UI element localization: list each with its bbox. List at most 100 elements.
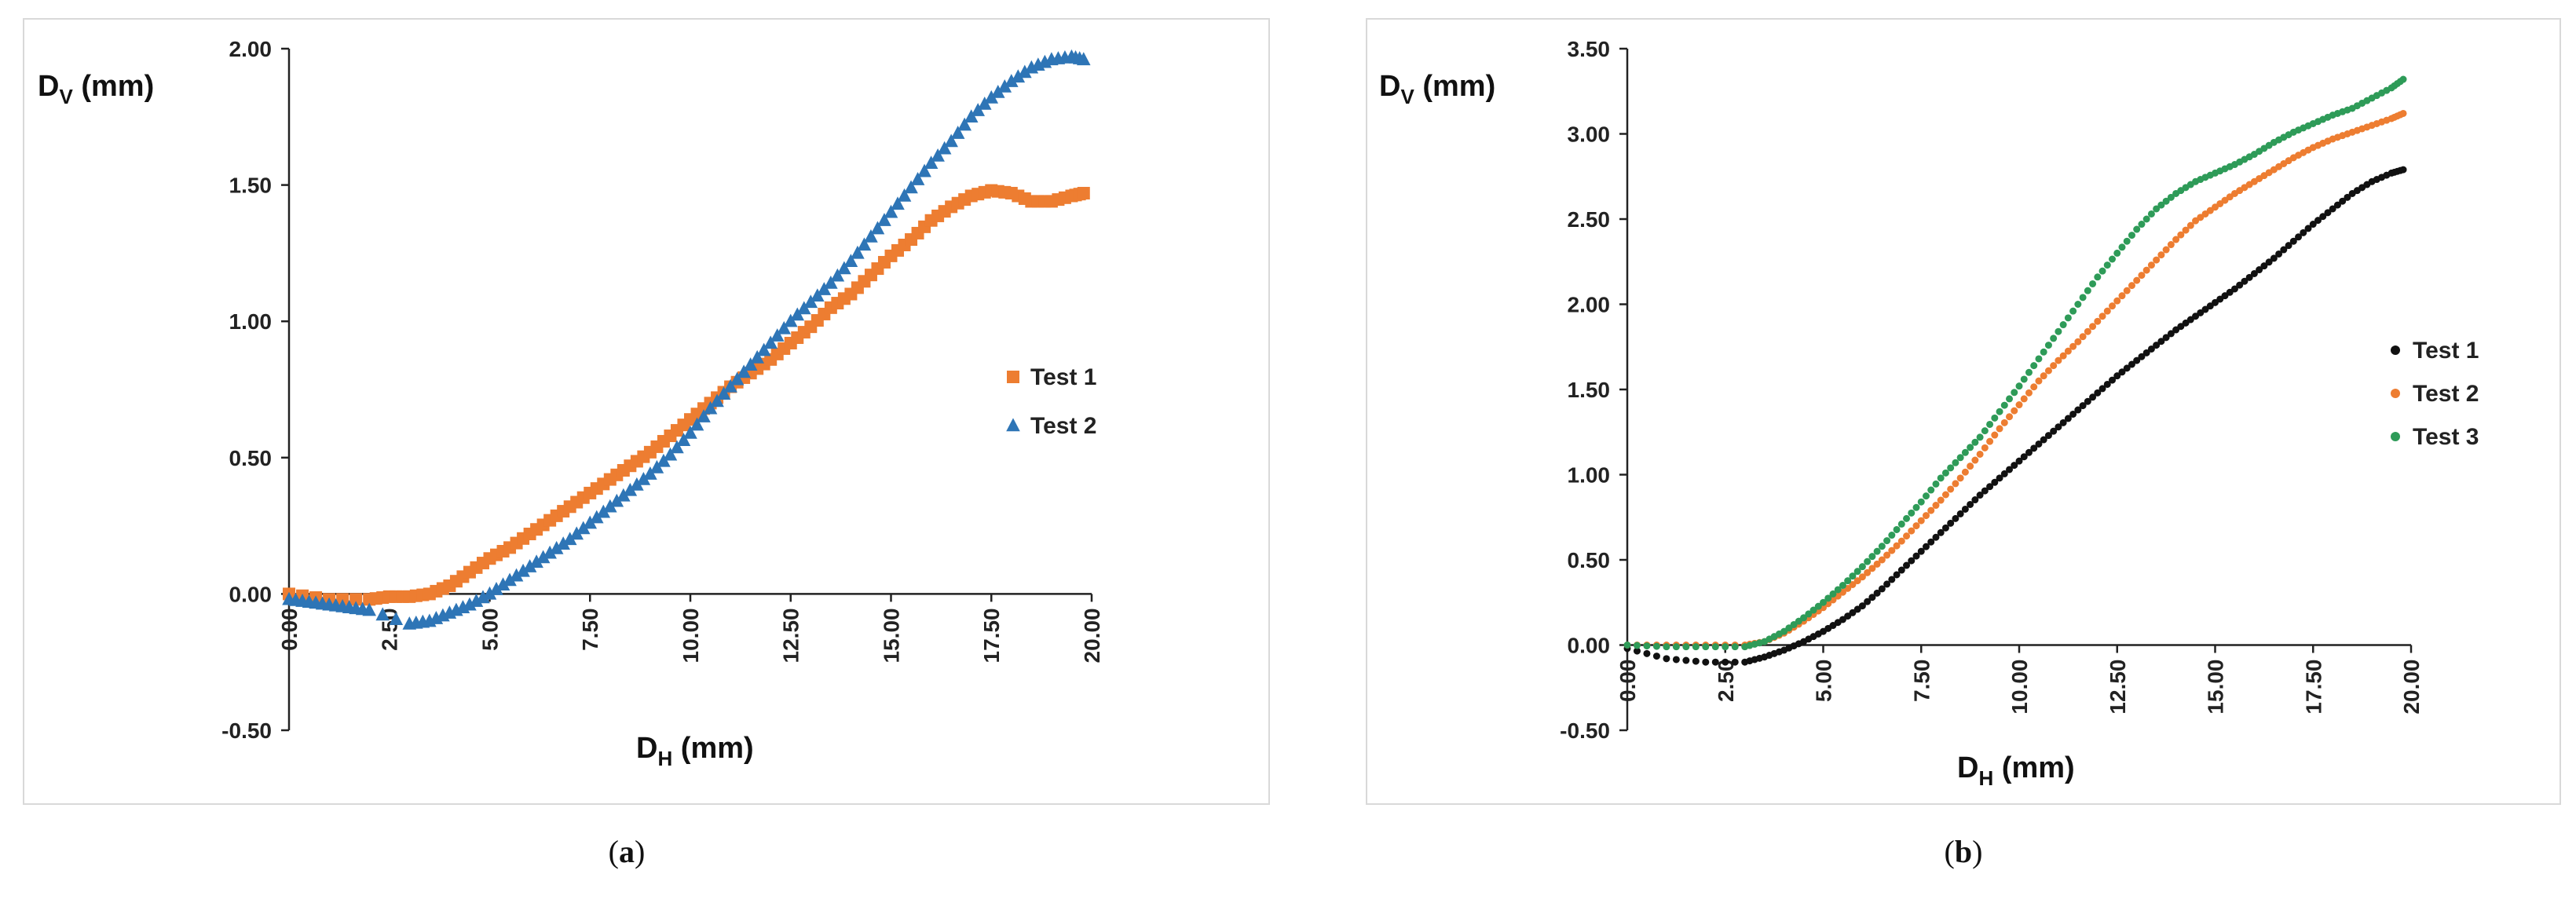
- data-point: [2157, 201, 2165, 209]
- chart-a-y-axis-label: DV (mm): [38, 70, 154, 108]
- data-point: [2084, 397, 2091, 405]
- data-point: [1864, 568, 1872, 576]
- data-point: [777, 320, 792, 335]
- y-tick-label: 0.50: [1568, 548, 1611, 572]
- x-tick-label: 20.00: [1080, 608, 1104, 663]
- data-point: [1790, 620, 1798, 628]
- data-point: [2206, 302, 2214, 310]
- data-point: [1883, 551, 1891, 559]
- y-tick-label: 2.00: [229, 37, 273, 61]
- data-point: [1844, 577, 1852, 585]
- data-point: [2177, 323, 2185, 331]
- chart-a: -0.500.000.501.001.502.000.00 2.50 5.00 7.5…: [23, 18, 1270, 805]
- data-point: [2167, 193, 2175, 201]
- data-point: [1878, 556, 1886, 564]
- legend-marker: [2391, 345, 2400, 355]
- data-point: [2147, 345, 2155, 353]
- data-point: [1868, 594, 1876, 601]
- data-point: [891, 196, 905, 210]
- data-point: [2094, 273, 2102, 281]
- data-point: [1908, 557, 1916, 565]
- data-point: [1839, 582, 1846, 590]
- data-point: [2192, 313, 2200, 320]
- data-point: [2050, 427, 2058, 435]
- data-point: [1922, 512, 1930, 520]
- data-point: [1780, 627, 1788, 635]
- data-point: [1795, 617, 1802, 625]
- data-point: [2079, 294, 2087, 302]
- data-point: [2142, 266, 2150, 274]
- data-point: [1971, 456, 1979, 464]
- chart-a-frame: [23, 18, 1270, 805]
- data-point: [2167, 241, 2175, 249]
- data-point: [2103, 380, 2111, 388]
- data-point: [997, 79, 1012, 93]
- data-point: [1633, 642, 1641, 649]
- data-point: [763, 335, 778, 349]
- data-point: [690, 417, 704, 431]
- legend-label: Test 1: [1030, 364, 1096, 390]
- data-point: [843, 254, 858, 268]
- data-point: [1785, 624, 1793, 632]
- data-point: [2025, 368, 2033, 376]
- data-point: [877, 213, 891, 226]
- x-tick-label: 10.00: [679, 608, 703, 663]
- data-point: [830, 268, 845, 282]
- data-point: [362, 602, 376, 616]
- series-test-1: [1623, 166, 2407, 666]
- x-tick-label: 12.50: [779, 608, 803, 663]
- data-point: [2201, 305, 2209, 313]
- x-tick-label: 15.00: [880, 608, 904, 663]
- data-point: [1967, 462, 1974, 470]
- data-point: [2064, 347, 2072, 355]
- series-test-1: [283, 184, 1090, 606]
- data-point: [1967, 500, 1974, 508]
- data-point: [1976, 450, 1984, 458]
- data-point: [2256, 266, 2263, 274]
- data-point: [2280, 246, 2288, 254]
- legend-label: Test 3: [2413, 424, 2479, 450]
- data-point: [609, 493, 624, 507]
- data-point: [1868, 553, 1876, 561]
- data-point: [937, 141, 952, 155]
- data-point: [2333, 201, 2341, 209]
- data-point: [2226, 193, 2234, 201]
- series-test-2: [1623, 109, 2407, 649]
- series-test-3: [1623, 75, 2407, 651]
- data-point: [2069, 307, 2077, 315]
- data-point: [2025, 389, 2033, 397]
- chart-b-x-axis-label: DH (mm): [1957, 751, 2075, 790]
- data-point: [489, 582, 503, 595]
- data-point: [1941, 491, 1949, 499]
- data-point: [1820, 598, 1827, 606]
- data-point: [1849, 572, 1857, 580]
- x-tick-label: 5.00: [1812, 660, 1836, 703]
- data-point: [2212, 203, 2219, 211]
- legend-marker: [2391, 432, 2400, 441]
- data-point: [1076, 52, 1091, 66]
- data-point: [562, 532, 577, 546]
- data-point: [1672, 656, 1680, 664]
- data-point: [676, 433, 691, 447]
- data-point: [897, 188, 912, 202]
- data-point: [1952, 514, 1959, 522]
- data-point: [1858, 602, 1866, 610]
- data-point: [1893, 571, 1901, 579]
- data-point: [2059, 321, 2067, 329]
- data-point: [2069, 342, 2077, 350]
- data-point: [2055, 356, 2062, 364]
- data-point: [1868, 565, 1876, 572]
- data-point: [1927, 538, 1935, 546]
- y-tick-label: -0.50: [1560, 718, 1610, 743]
- chart-b-frame: [1366, 18, 2561, 805]
- data-point: [2059, 419, 2067, 426]
- data-point: [2221, 292, 2229, 300]
- data-point: [1956, 510, 1964, 517]
- data-point: [1853, 577, 1861, 585]
- data-point: [756, 342, 771, 356]
- data-point: [2275, 250, 2283, 258]
- data-point: [1991, 431, 1999, 439]
- data-point: [389, 612, 404, 626]
- data-point: [2094, 317, 2102, 325]
- y-tick-label: 1.00: [229, 309, 273, 334]
